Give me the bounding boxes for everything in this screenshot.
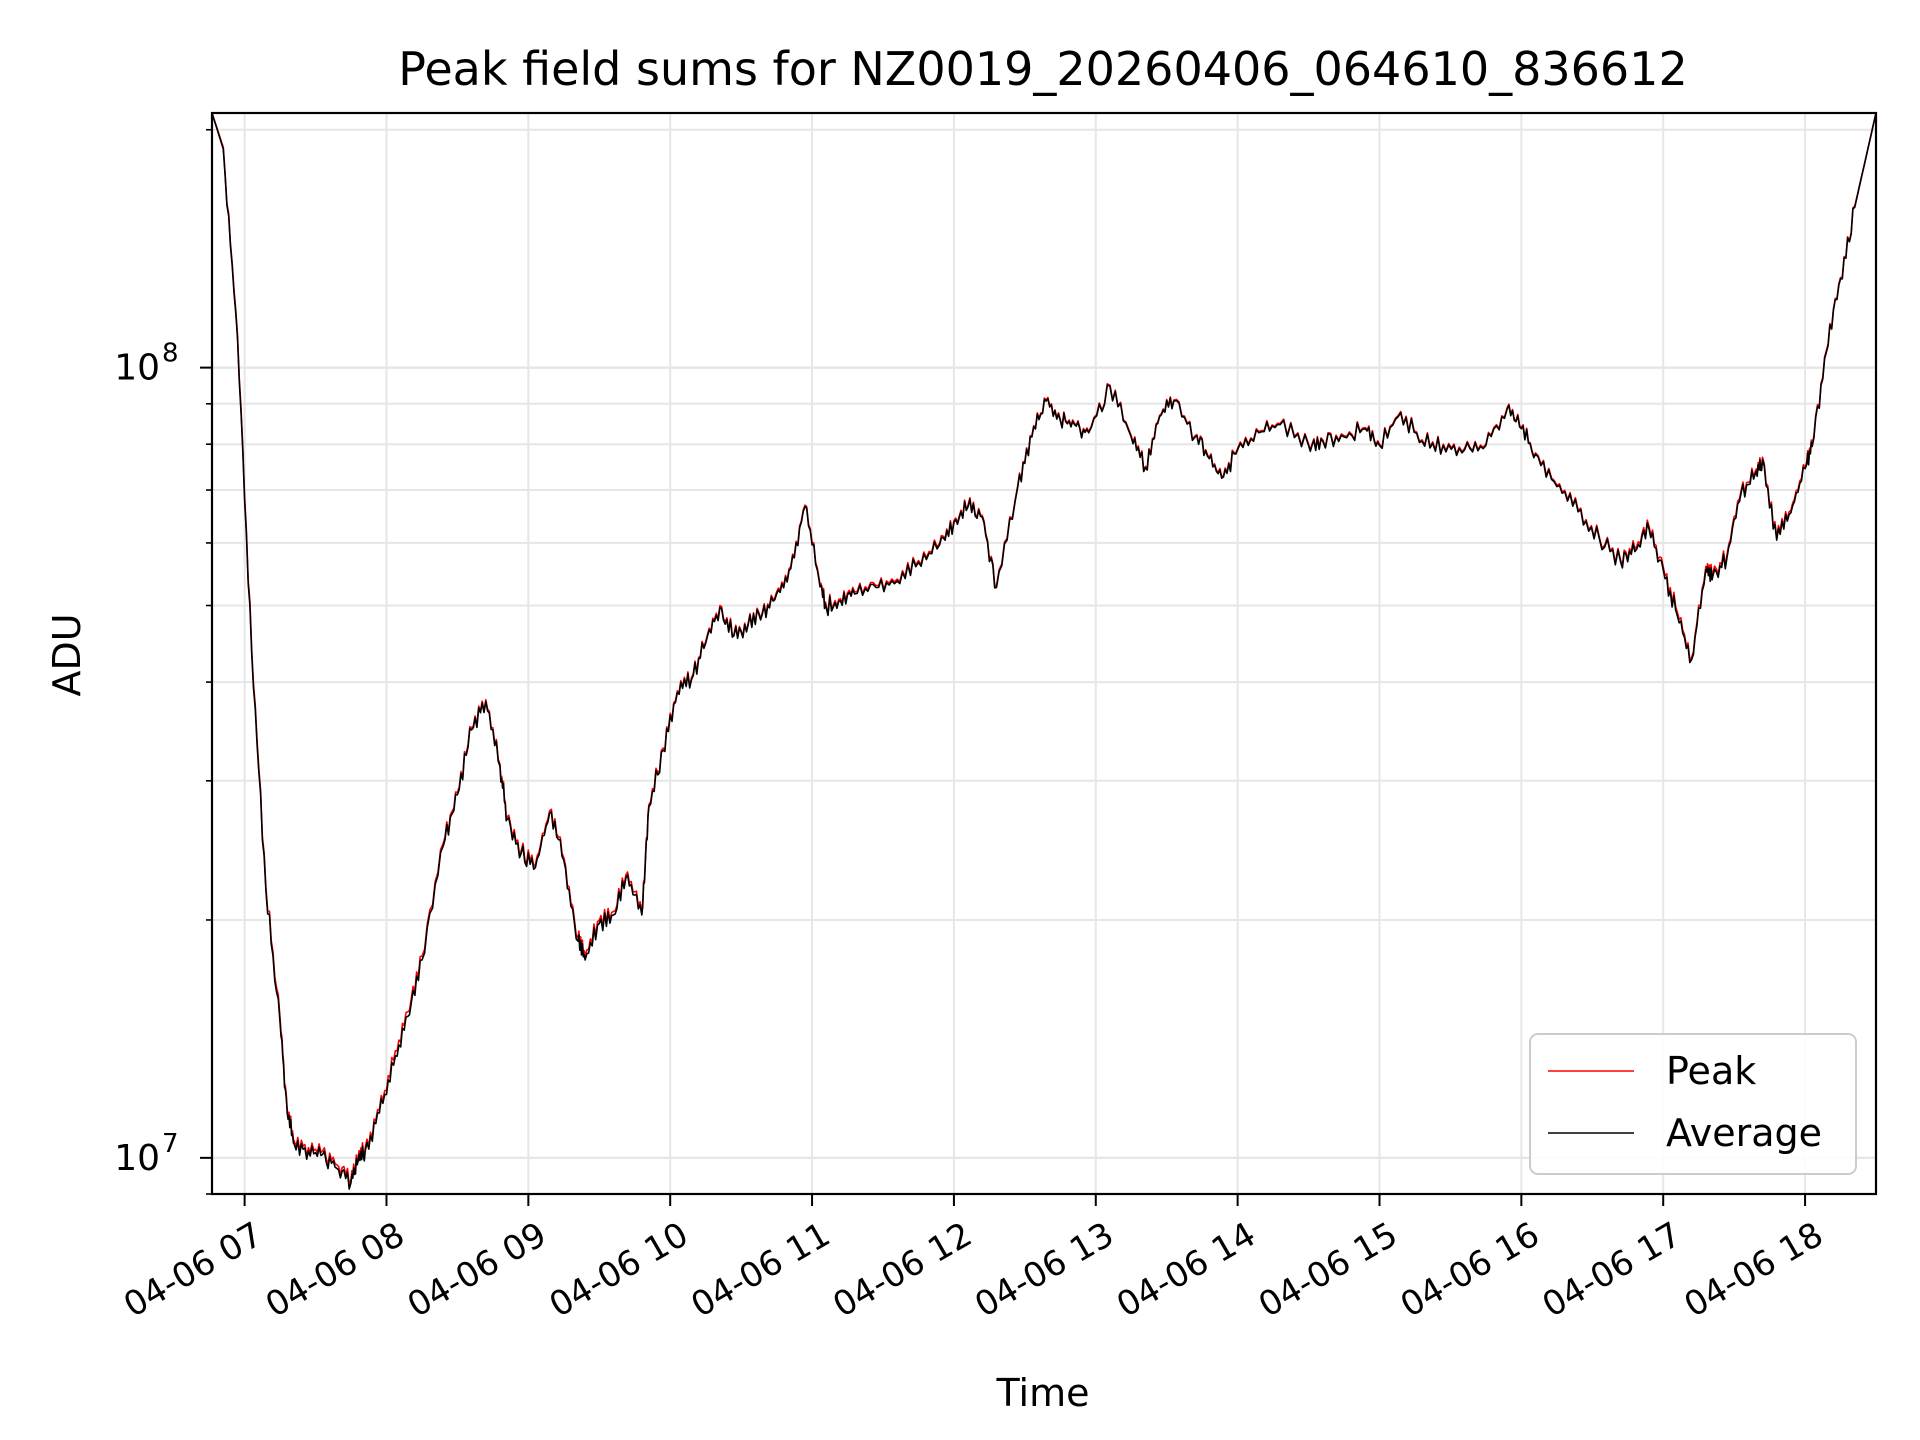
plot-lines <box>211 112 1877 1190</box>
x-axis-label: Time <box>996 1371 1090 1415</box>
y-tick-label: 10 <box>114 348 160 389</box>
grid <box>212 113 1876 1195</box>
y-tick-exponent: 7 <box>162 1129 179 1159</box>
plot-frame <box>210 111 1878 1196</box>
y-tick-exponent: 8 <box>162 339 179 369</box>
y-axis-label: ADU <box>45 613 89 696</box>
legend-average-label: Average <box>1666 1111 1822 1155</box>
legend: Peak Average <box>1529 1033 1857 1175</box>
y-tick-label: 10 <box>114 1138 160 1179</box>
legend-box <box>1529 1033 1857 1175</box>
legend-peak-label: Peak <box>1666 1049 1756 1093</box>
average-series-line <box>211 112 1877 1190</box>
chart-title: Peak field sums for NZ0019_20260406_0646… <box>398 42 1687 96</box>
